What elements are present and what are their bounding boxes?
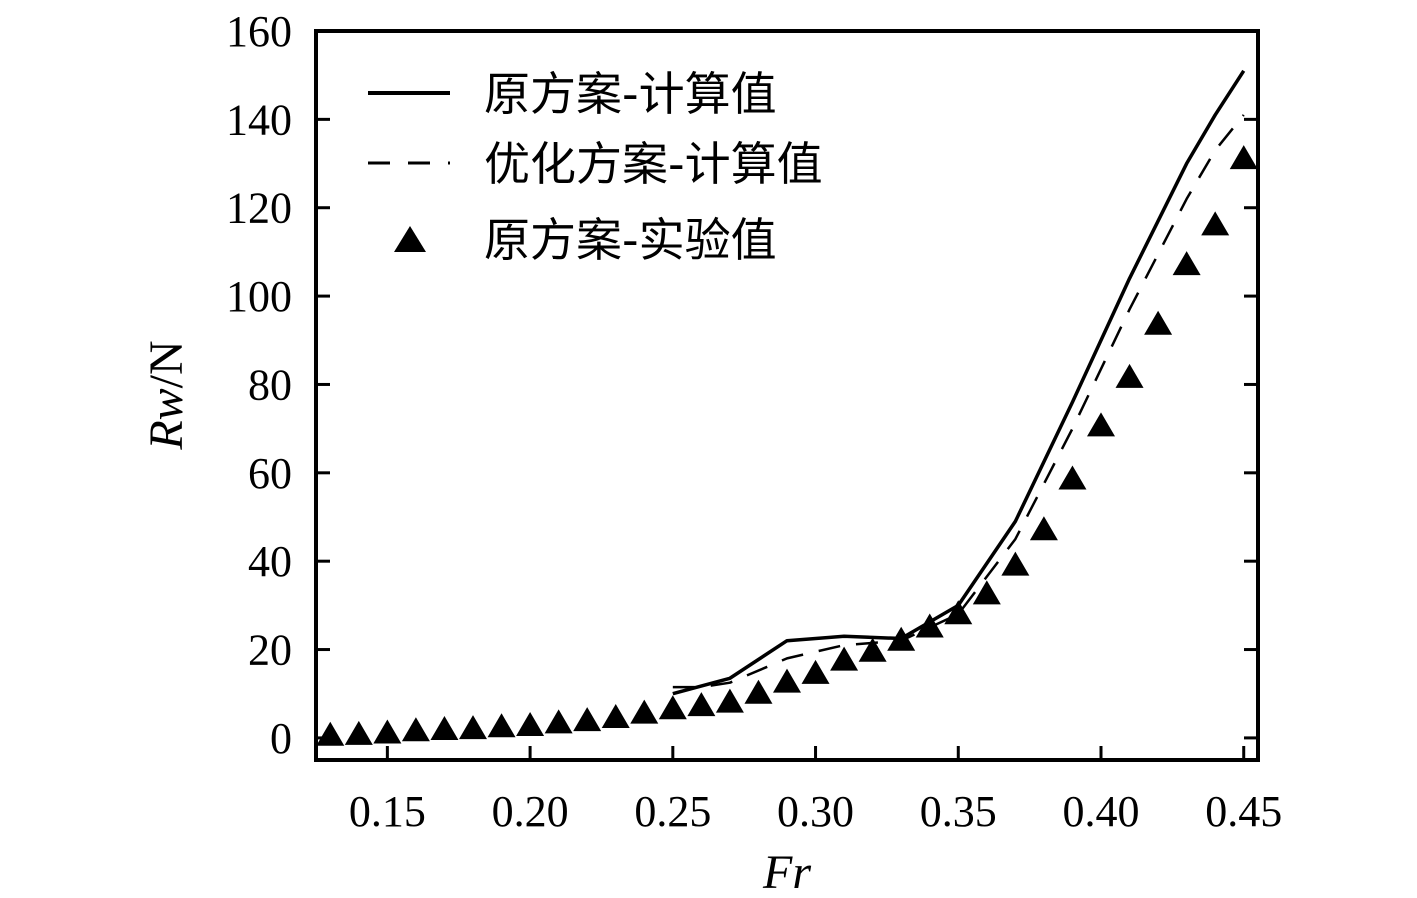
series-2-point xyxy=(944,600,973,625)
series-2-point xyxy=(316,721,345,746)
y-tick-label: 80 xyxy=(248,360,292,409)
x-axis-ticks: 0.15 0.20 0.25 0.30 0.35 0.40 0.45 xyxy=(349,746,1282,836)
series-2-point xyxy=(373,719,402,744)
series-2-point xyxy=(1115,363,1144,388)
series-2-point xyxy=(401,717,430,742)
series-2-point xyxy=(801,659,830,684)
y-tick-label: 60 xyxy=(248,449,292,498)
series-2-point xyxy=(715,688,744,713)
series-2-point xyxy=(773,668,801,693)
series-2-point xyxy=(459,715,487,740)
legend-label-dashed: 优化方案-计算值 xyxy=(484,137,823,191)
x-tick-label: 0.45 xyxy=(1205,787,1282,836)
series-2-point xyxy=(1201,211,1230,236)
series-2-point xyxy=(1001,551,1030,576)
legend-label-solid: 原方案-计算值 xyxy=(484,67,777,121)
x-tick-label: 0.20 xyxy=(492,787,569,836)
y-tick-label: 0 xyxy=(270,714,292,763)
series-0-line xyxy=(672,69,1246,696)
x-tick-label: 0.35 xyxy=(920,787,997,836)
x-tick-label: 0.15 xyxy=(349,787,426,836)
series-2-point xyxy=(1029,516,1058,541)
series-2-point xyxy=(487,713,516,738)
y-tick-label: 120 xyxy=(226,184,292,233)
y-tick-label: 20 xyxy=(248,626,292,675)
series-layer xyxy=(316,69,1258,746)
series-2-point xyxy=(1058,465,1087,490)
series-1-line xyxy=(672,114,1245,689)
y-tick-label: 140 xyxy=(226,95,292,144)
series-2-point xyxy=(887,626,916,651)
series-2-point xyxy=(744,679,773,704)
plot-frame xyxy=(314,29,1260,762)
series-2-point xyxy=(601,704,630,729)
series-2-point xyxy=(1087,412,1115,437)
series-2-point xyxy=(544,709,573,734)
series-2-point xyxy=(858,637,887,662)
series-2-point xyxy=(630,699,659,724)
legend-label-triangle: 原方案-实验值 xyxy=(484,213,777,267)
series-2-point xyxy=(344,720,373,745)
series-2-point xyxy=(1229,145,1258,170)
y-tick-label: 40 xyxy=(248,537,292,586)
y-tick-label: 100 xyxy=(226,272,292,321)
legend-swatch-triangle xyxy=(394,226,426,252)
series-2-point xyxy=(972,580,1001,605)
x-tick-label: 0.30 xyxy=(777,787,854,836)
series-2-point xyxy=(658,695,687,720)
series-2-point xyxy=(1144,310,1173,335)
x-tick-label: 0.40 xyxy=(1063,787,1140,836)
y-axis-ticks: 0 20 40 60 80 100 120 140 160 xyxy=(226,7,1258,763)
series-2-point xyxy=(430,715,459,740)
legend: 原方案-计算值 优化方案-计算值 原方案-实验值 xyxy=(368,67,823,267)
x-tick-label: 0.25 xyxy=(634,787,711,836)
series-2-point xyxy=(1172,251,1201,276)
series-2-point xyxy=(915,613,944,638)
y-axis-title-symbol: Rw xyxy=(140,388,193,450)
y-axis-title: Rw/N xyxy=(140,340,193,450)
y-axis-title-unit: /N xyxy=(140,340,193,388)
series-2-point xyxy=(830,646,859,671)
y-tick-label: 160 xyxy=(226,7,292,56)
x-axis-title: Fr xyxy=(762,846,811,898)
series-2-point xyxy=(516,711,545,736)
series-2-point xyxy=(573,707,602,732)
series-2-point xyxy=(687,692,716,717)
